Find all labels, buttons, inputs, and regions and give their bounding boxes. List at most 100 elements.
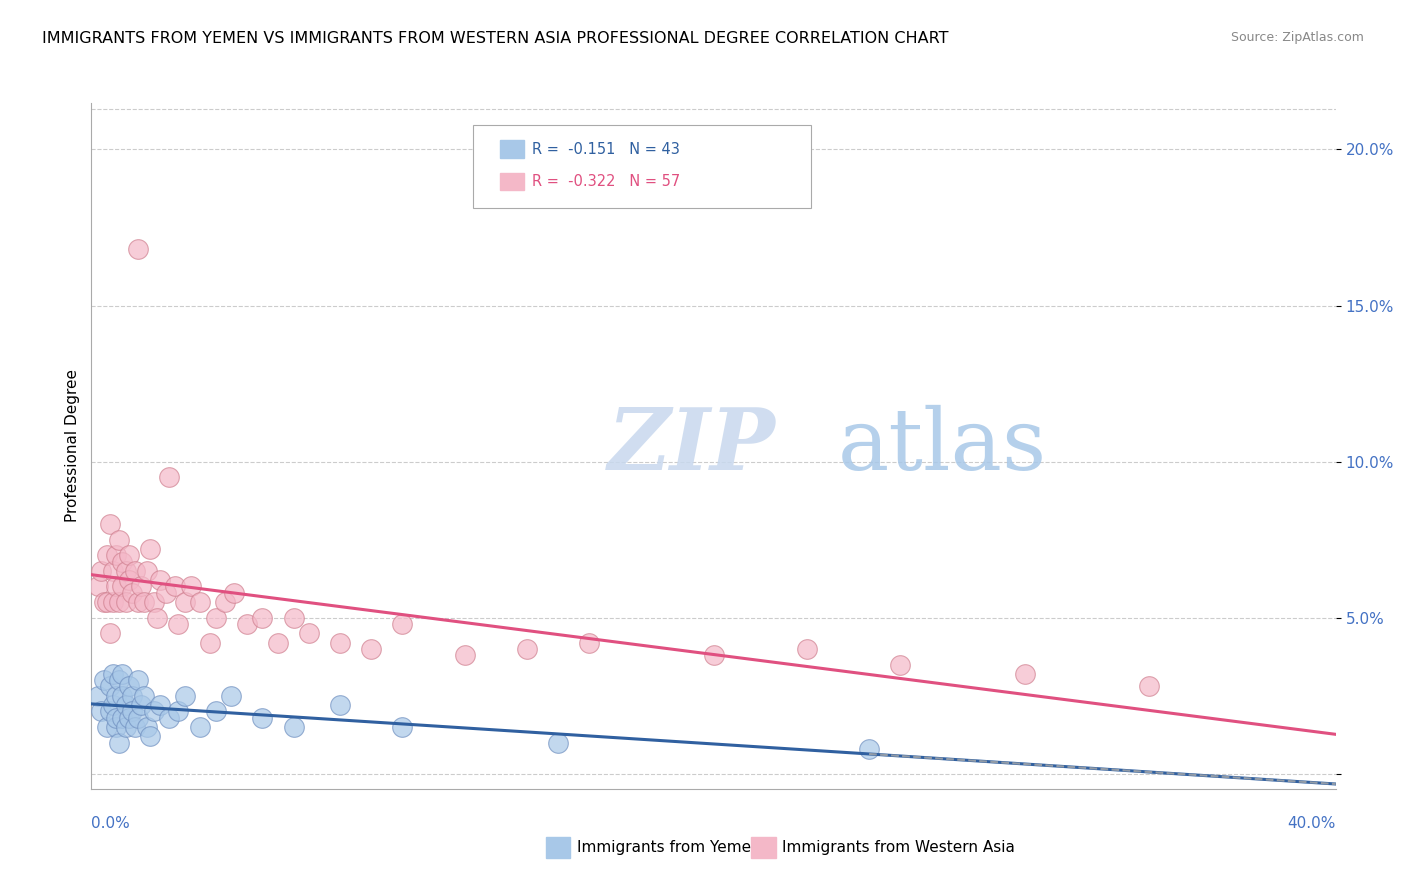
Point [121,689,143,703]
Point [149,698,172,712]
Point [114,698,136,712]
Point [121,585,143,599]
Point [93,673,115,687]
Point [86,689,108,703]
Point [283,720,305,734]
Bar [546,838,571,858]
Point [547,735,569,749]
Point [149,573,172,587]
Point [96,720,118,734]
Point [188,720,211,734]
Point [114,720,136,734]
Text: R =  -0.322   N = 57: R = -0.322 N = 57 [531,174,681,189]
Point [224,585,246,599]
Point [127,673,149,687]
Text: atlas: atlas [838,404,1047,488]
Point [98,680,121,694]
Point [252,710,274,724]
Point [391,720,413,734]
Point [236,617,259,632]
Point [173,689,195,703]
Point [198,635,221,649]
Point [1014,667,1036,681]
FancyBboxPatch shape [474,125,811,208]
Point [118,548,141,563]
Point [96,548,118,563]
Point [139,541,162,557]
Point [360,642,382,657]
Point [702,648,725,662]
Point [98,516,121,531]
Point [127,710,149,724]
Point [90,705,112,719]
Point [111,667,134,681]
Point [118,680,141,694]
Point [134,595,156,609]
Point [205,705,228,719]
Point [124,564,146,578]
Point [139,730,162,744]
Point [157,710,180,724]
Point [108,735,131,749]
Text: ZIP: ZIP [607,404,776,488]
Point [101,698,124,712]
Point [111,580,134,594]
Point [205,610,228,624]
Point [145,610,167,624]
Point [180,580,202,594]
Point [111,689,134,703]
Point [157,470,180,484]
Text: Immigrants from Western Asia: Immigrants from Western Asia [782,840,1015,855]
Point [114,564,136,578]
Point [129,580,152,594]
Point [889,657,911,672]
Point [136,720,159,734]
Bar [751,838,776,858]
Point [214,595,236,609]
Point [86,580,108,594]
Point [167,617,190,632]
Point [108,673,131,687]
Point [111,554,134,569]
Point [329,698,352,712]
Point [108,595,131,609]
Text: 0.0%: 0.0% [91,816,131,830]
Point [93,595,115,609]
Point [129,698,152,712]
Point [96,595,118,609]
Y-axis label: Professional Degree: Professional Degree [65,369,80,523]
Point [98,626,121,640]
Point [90,564,112,578]
Point [267,635,290,649]
Point [1137,680,1160,694]
Point [101,667,124,681]
Point [167,705,190,719]
Point [188,595,211,609]
Point [121,705,143,719]
Point [105,720,128,734]
Point [298,626,321,640]
Point [114,595,136,609]
Point [124,720,146,734]
Bar [499,140,524,158]
Point [173,595,195,609]
Point [105,580,128,594]
Point [136,564,159,578]
Point [101,564,124,578]
Point [108,533,131,547]
Point [111,710,134,724]
Point [98,705,121,719]
Point [796,642,818,657]
Point [453,648,475,662]
Point [105,710,128,724]
Bar [499,173,524,190]
Text: R =  -0.151   N = 43: R = -0.151 N = 43 [531,142,679,157]
Text: Immigrants from Yemen: Immigrants from Yemen [576,840,761,855]
Point [165,580,187,594]
Point [858,742,880,756]
Point [155,585,177,599]
Point [516,642,538,657]
Point [101,595,124,609]
Text: IMMIGRANTS FROM YEMEN VS IMMIGRANTS FROM WESTERN ASIA PROFESSIONAL DEGREE CORREL: IMMIGRANTS FROM YEMEN VS IMMIGRANTS FROM… [42,31,949,46]
Point [105,689,128,703]
